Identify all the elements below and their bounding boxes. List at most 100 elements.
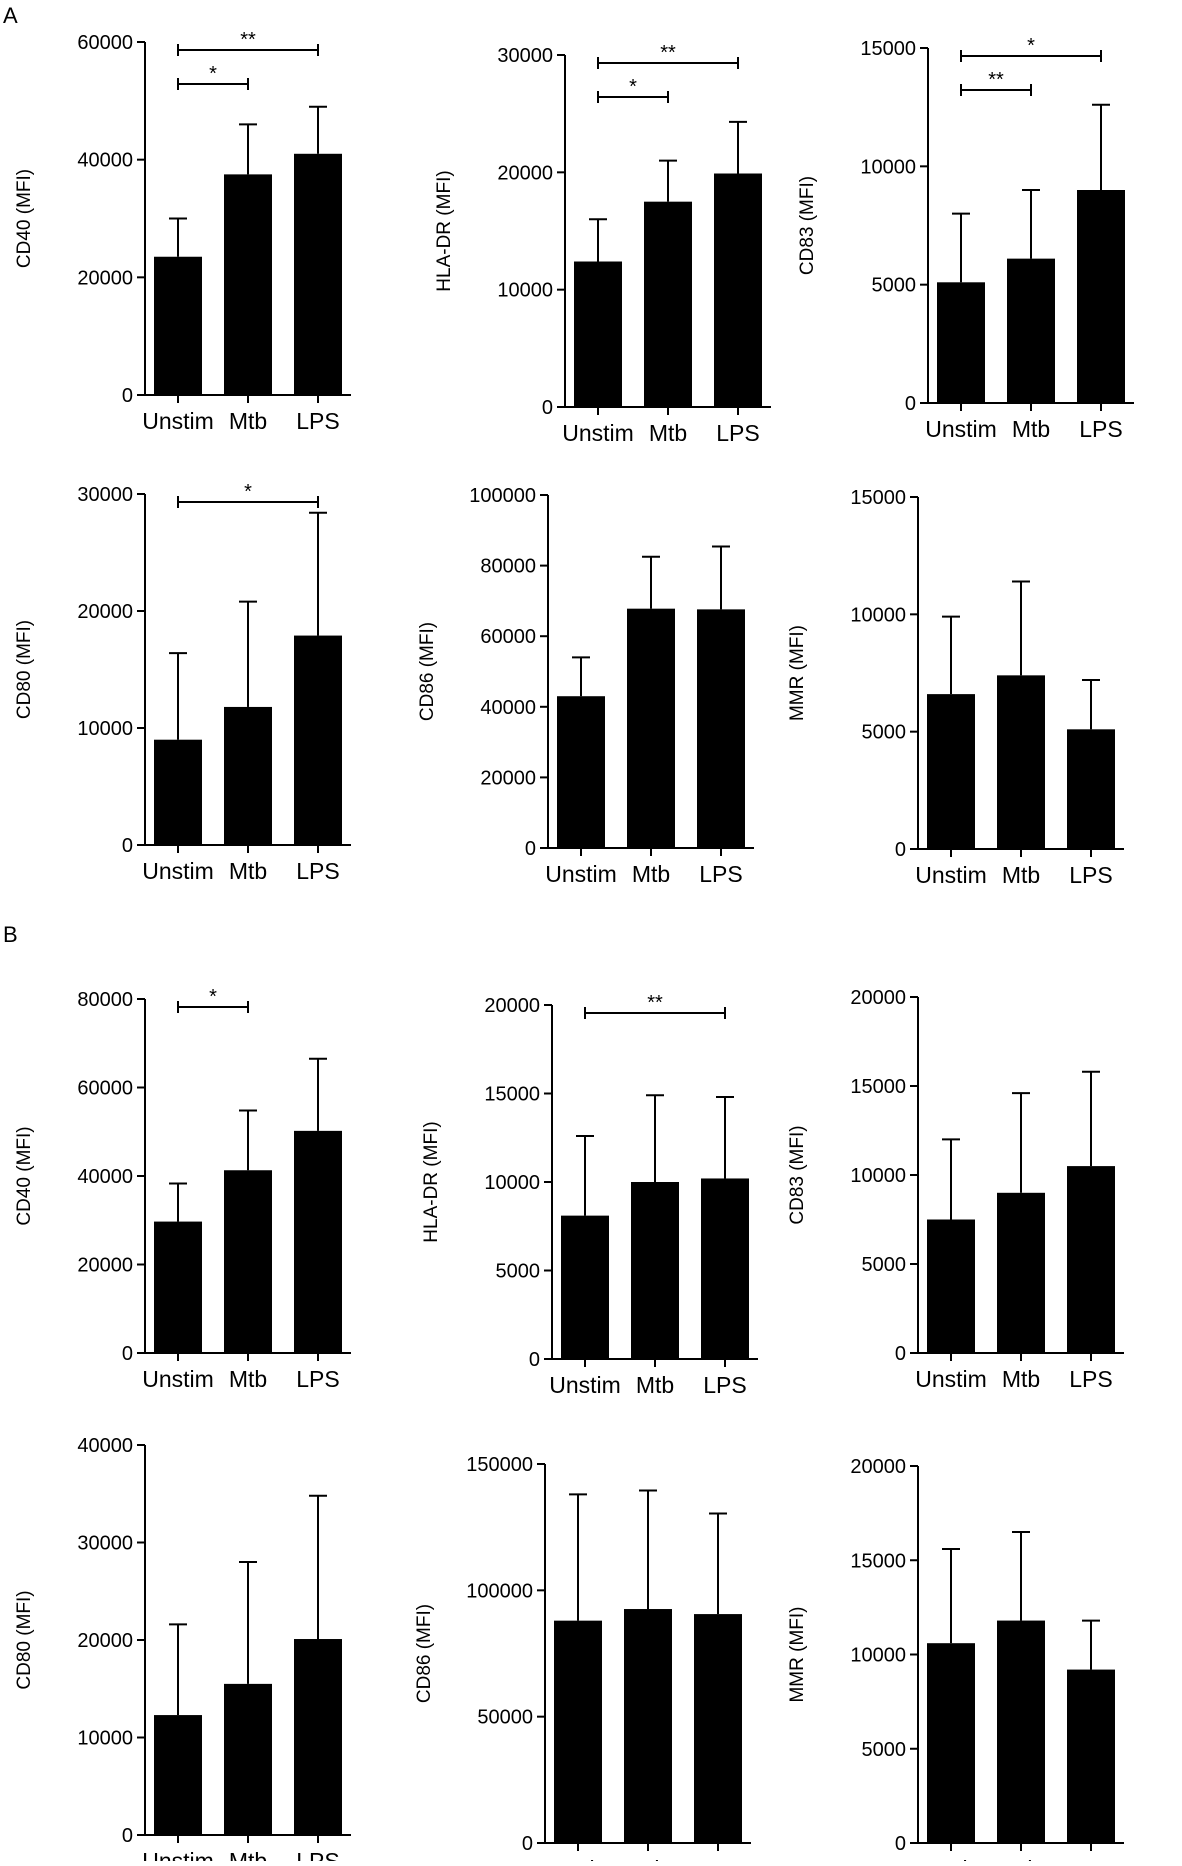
y-tick-label: 30000 [497, 45, 553, 67]
x-tick-label: LPS [716, 420, 759, 446]
bar-mtb [997, 675, 1045, 849]
bar-chart-6: 0 5000 10000 15000 MMR (MFI) Unstim Mtb LPS [787, 487, 1124, 888]
bar-lps [694, 1614, 742, 1843]
y-tick-label: 100000 [466, 1580, 533, 1602]
y-tick-label: 20000 [497, 162, 553, 184]
y-tick-label: 15000 [484, 1084, 540, 1106]
x-tick-label: Unstim [915, 1856, 987, 1861]
x-tick-label: Mtb [636, 1372, 674, 1398]
y-tick-label: 0 [905, 393, 916, 415]
bar-unstim [154, 256, 202, 395]
bar-mtb [644, 201, 692, 407]
bar-mtb [627, 608, 675, 848]
y-tick-label: 150000 [466, 1454, 533, 1476]
y-tick-label: 20000 [850, 987, 906, 1009]
x-tick-label: Unstim [542, 1856, 614, 1861]
bar-mtb [224, 706, 272, 845]
bar-mtb [997, 1192, 1045, 1353]
y-tick-label: 50000 [477, 1707, 533, 1729]
x-tick-label: Mtb [229, 1848, 267, 1861]
y-tick-label: 0 [122, 1343, 133, 1365]
y-axis-title: HLA-DR (MFI) [434, 170, 455, 291]
x-tick-label: Unstim [142, 1848, 214, 1861]
bar-chart-9: 0 5000 10000 15000 20000 CD83 (MFI) Unstim Mtb L… [787, 987, 1124, 1392]
x-tick-label: Mtb [1002, 1856, 1040, 1861]
x-tick-label: Unstim [915, 1366, 987, 1392]
significance-bracket: ** [960, 69, 1032, 96]
bar-mtb [224, 1170, 272, 1353]
y-axis-title: MMR (MFI) [787, 625, 808, 721]
significance-bracket: * [177, 986, 249, 1013]
x-tick-label: Mtb [1012, 416, 1050, 442]
significance-bracket: ** [584, 992, 726, 1019]
y-axis-title: HLA-DR (MFI) [421, 1121, 442, 1242]
bar-lps [294, 153, 342, 395]
bar-unstim [574, 261, 622, 407]
bar-chart-11: 0 50000 100000 150000 CD86 (MFI) Unstim Mtb LPS [414, 1454, 751, 1866]
significance-label: * [244, 481, 252, 503]
x-tick-label: LPS [1069, 1366, 1112, 1392]
y-tick-label: 0 [122, 385, 133, 407]
y-tick-label: 20000 [850, 1456, 906, 1478]
bar-unstim [557, 696, 605, 848]
y-tick-label: 0 [895, 1343, 906, 1365]
bar-mtb [624, 1609, 672, 1843]
significance-bracket: ** [597, 42, 739, 69]
bar-lps [714, 173, 762, 407]
panel-letter-b: B [3, 922, 18, 947]
x-tick-label: Unstim [545, 861, 617, 887]
y-axis-title: CD40 (MFI) [14, 1126, 35, 1225]
x-tick-label: Mtb [649, 420, 687, 446]
significance-label: ** [647, 992, 663, 1014]
y-tick-label: 20000 [77, 1630, 133, 1652]
y-tick-label: 40000 [77, 1435, 133, 1457]
y-tick-label: 0 [542, 397, 553, 419]
y-tick-label: 0 [525, 838, 536, 860]
x-tick-label: Mtb [1002, 1366, 1040, 1392]
y-tick-label: 0 [895, 839, 906, 861]
y-axis-title: CD83 (MFI) [797, 176, 818, 275]
bar-chart-4: 0 10000 20000 30000 CD80 (MFI) Unstim Mtb LPS * [14, 481, 351, 884]
y-tick-label: 15000 [850, 487, 906, 509]
y-axis-title: CD80 (MFI) [14, 620, 35, 719]
bar-lps [294, 1130, 342, 1353]
y-axis-title: CD80 (MFI) [14, 1590, 35, 1689]
bar-unstim [554, 1620, 602, 1843]
bar-unstim [927, 1643, 975, 1843]
y-tick-label: 5000 [862, 722, 907, 744]
y-tick-label: 5000 [862, 1739, 907, 1761]
x-tick-label: LPS [1069, 1856, 1112, 1861]
y-tick-label: 0 [895, 1833, 906, 1855]
bar-unstim [937, 282, 985, 403]
x-tick-label: Unstim [915, 862, 987, 888]
y-tick-label: 40000 [77, 150, 133, 172]
significance-bracket: ** [177, 29, 319, 56]
significance-bracket: * [177, 481, 319, 508]
bar-unstim [927, 1219, 975, 1353]
y-tick-label: 15000 [850, 1550, 906, 1572]
significance-label: * [209, 986, 217, 1008]
bar-lps [701, 1178, 749, 1359]
y-tick-label: 10000 [484, 1172, 540, 1194]
bar-lps [1067, 1669, 1115, 1843]
y-tick-label: 10000 [497, 280, 553, 302]
significance-bracket: * [177, 63, 249, 90]
y-tick-label: 0 [122, 835, 133, 857]
x-tick-label: Unstim [142, 1366, 214, 1392]
bar-mtb [224, 174, 272, 395]
significance-label: * [629, 76, 637, 98]
bar-lps [294, 635, 342, 845]
y-tick-label: 15000 [850, 1076, 906, 1098]
significance-label: ** [988, 69, 1004, 91]
y-tick-label: 100000 [469, 485, 536, 507]
x-tick-label: Unstim [142, 408, 214, 434]
bar-chart-2: 0 10000 20000 30000 HLA-DR (MFI) Unstim Mtb LPS… [434, 42, 771, 446]
x-tick-label: LPS [296, 408, 339, 434]
y-tick-label: 30000 [77, 484, 133, 506]
y-tick-label: 0 [529, 1349, 540, 1371]
x-tick-label: Mtb [229, 858, 267, 884]
significance-bracket: * [960, 35, 1102, 62]
y-tick-label: 10000 [77, 718, 133, 740]
panel-letter-a: A [3, 3, 18, 28]
